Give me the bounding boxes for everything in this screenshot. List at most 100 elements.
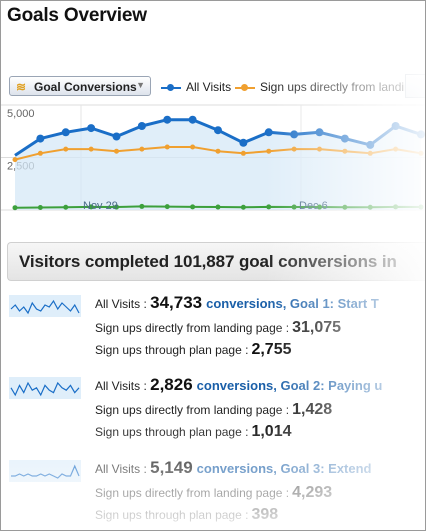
data-point — [36, 134, 45, 143]
goal-3-all-visits-value: 5,149 — [150, 458, 193, 477]
goal-2-sub-row-landing: Sign ups directly from landing page :1,4… — [95, 401, 332, 419]
data-point — [418, 204, 424, 210]
data-point — [114, 204, 119, 210]
data-point — [393, 146, 399, 152]
sub-label: Sign ups through plan page : — [95, 343, 249, 357]
data-point — [342, 204, 348, 210]
summary-banner: Visitors completed 101,887 goal conversi… — [7, 242, 425, 281]
sub-label: Sign ups directly from landing page : — [95, 486, 290, 500]
sub-value: 1,014 — [251, 423, 292, 440]
legend-item-signups-landing: Sign ups directly from landing page — [235, 80, 425, 94]
data-point — [12, 205, 18, 211]
data-point — [264, 128, 273, 137]
data-point — [163, 115, 172, 124]
goal-1-all-visits-value: 34,733 — [150, 293, 203, 312]
summary-text: Visitors completed 101,887 goal conversi… — [19, 252, 397, 271]
goal-2-all-visits-value: 2,826 — [150, 375, 193, 394]
metric-selector-button[interactable]: ≋ Goal Conversions ▼ — [9, 76, 151, 96]
goal-2-sub-row-plan: Sign ups through plan page :1,014 — [95, 423, 292, 441]
data-point — [164, 144, 170, 150]
data-point — [239, 138, 248, 147]
goal-3-link[interactable]: conversions, Goal 3: Extend — [196, 461, 372, 476]
data-point — [366, 140, 375, 149]
y-tick-label: 5,000 — [7, 108, 35, 120]
data-point — [291, 146, 297, 152]
goal-1-sub-row-plan: Sign ups through plan page :2,755 — [95, 341, 292, 359]
data-point — [240, 150, 246, 156]
data-point — [317, 146, 322, 152]
data-point — [188, 115, 197, 124]
goal-3-block: All Visits : 5,149 conversions, Goal 3: E… — [1, 458, 425, 530]
data-point — [61, 128, 70, 137]
sub-label: Sign ups through plan page : — [95, 425, 249, 439]
sub-label: Sign ups directly from landing page : — [95, 321, 290, 335]
data-point — [88, 204, 94, 210]
sub-value: 4,293 — [292, 484, 333, 501]
sparkline-path — [10, 381, 80, 397]
sub-label: Sign ups through plan page : — [95, 508, 249, 522]
goal-chart-icon: ≋ — [16, 80, 27, 94]
data-point — [266, 148, 272, 154]
data-point — [291, 204, 297, 210]
sub-label: Sign ups directly from landing page : — [95, 403, 290, 417]
data-point — [340, 134, 349, 143]
legend-label: All Visits — [186, 80, 232, 94]
data-point — [214, 126, 222, 135]
sub-value: 2,755 — [251, 341, 292, 358]
data-point — [139, 203, 145, 209]
legend-label: Sign ups directly from landing page — [260, 80, 425, 94]
goal-2-all-visits-label: All Visits : — [95, 379, 151, 393]
graph-options-button[interactable] — [405, 74, 425, 98]
data-point — [190, 204, 196, 210]
page-title: Goals Overview — [7, 5, 147, 26]
data-point — [367, 150, 373, 156]
goal-3-all-visits-label: All Visits : — [95, 462, 151, 476]
data-point — [63, 204, 69, 210]
data-point — [393, 204, 399, 210]
data-point — [37, 204, 43, 210]
data-point — [114, 148, 119, 154]
goal-3-sub-row-landing: Sign ups directly from landing page :4,2… — [95, 484, 332, 502]
goal-1-link[interactable]: conversions, Goal 1: Start T — [206, 296, 379, 311]
goal-3-sparkline — [9, 460, 81, 482]
goal-1-summary-row: All Visits : 34,733 conversions, Goal 1: … — [95, 293, 379, 313]
sparkline-path — [10, 299, 80, 315]
data-point — [87, 124, 96, 133]
sub-value: 398 — [251, 506, 279, 523]
data-point — [164, 204, 170, 210]
chevron-down-icon: ▼ — [136, 80, 145, 90]
goal-1-block: All Visits : 34,733 conversions, Goal 1: … — [1, 293, 425, 379]
data-point — [190, 144, 196, 150]
x-tick-label: Nov 29 — [83, 200, 118, 212]
data-point — [63, 146, 69, 152]
data-point — [315, 128, 324, 137]
goal-2-summary-row: All Visits : 2,826 conversions, Goal 2: P… — [95, 375, 382, 395]
data-point — [215, 148, 221, 154]
goal-2-sparkline — [9, 377, 81, 399]
goal-1-sparkline — [9, 295, 81, 317]
goal-2-block: All Visits : 2,826 conversions, Goal 2: P… — [1, 375, 425, 461]
sub-value: 31,075 — [292, 319, 342, 336]
data-point — [88, 146, 94, 152]
data-point — [37, 150, 43, 156]
goal-2-link[interactable]: conversions, Goal 2: Paying u — [196, 378, 383, 393]
sparkline-path — [11, 464, 80, 479]
goal-3-sub-row-plan: Sign ups through plan page :398 — [95, 506, 278, 524]
data-point — [215, 204, 221, 210]
data-point — [240, 204, 246, 210]
chart-toolbar: ≋ Goal Conversions ▼ All Visits Sign ups… — [1, 74, 425, 98]
data-point — [418, 150, 424, 156]
legend-item-all-visits: All Visits — [161, 80, 231, 94]
goal-1-sub-row-landing: Sign ups directly from landing page :31,… — [95, 319, 341, 337]
data-point — [417, 130, 425, 139]
data-point — [139, 146, 145, 152]
metric-selector-label: Goal Conversions — [34, 80, 137, 94]
legend-line-icon — [161, 83, 181, 91]
goal-1-all-visits-label: All Visits : — [95, 297, 151, 311]
sub-value: 1,428 — [292, 401, 333, 418]
data-point — [290, 130, 299, 139]
data-point — [112, 132, 121, 141]
data-point — [12, 157, 18, 163]
